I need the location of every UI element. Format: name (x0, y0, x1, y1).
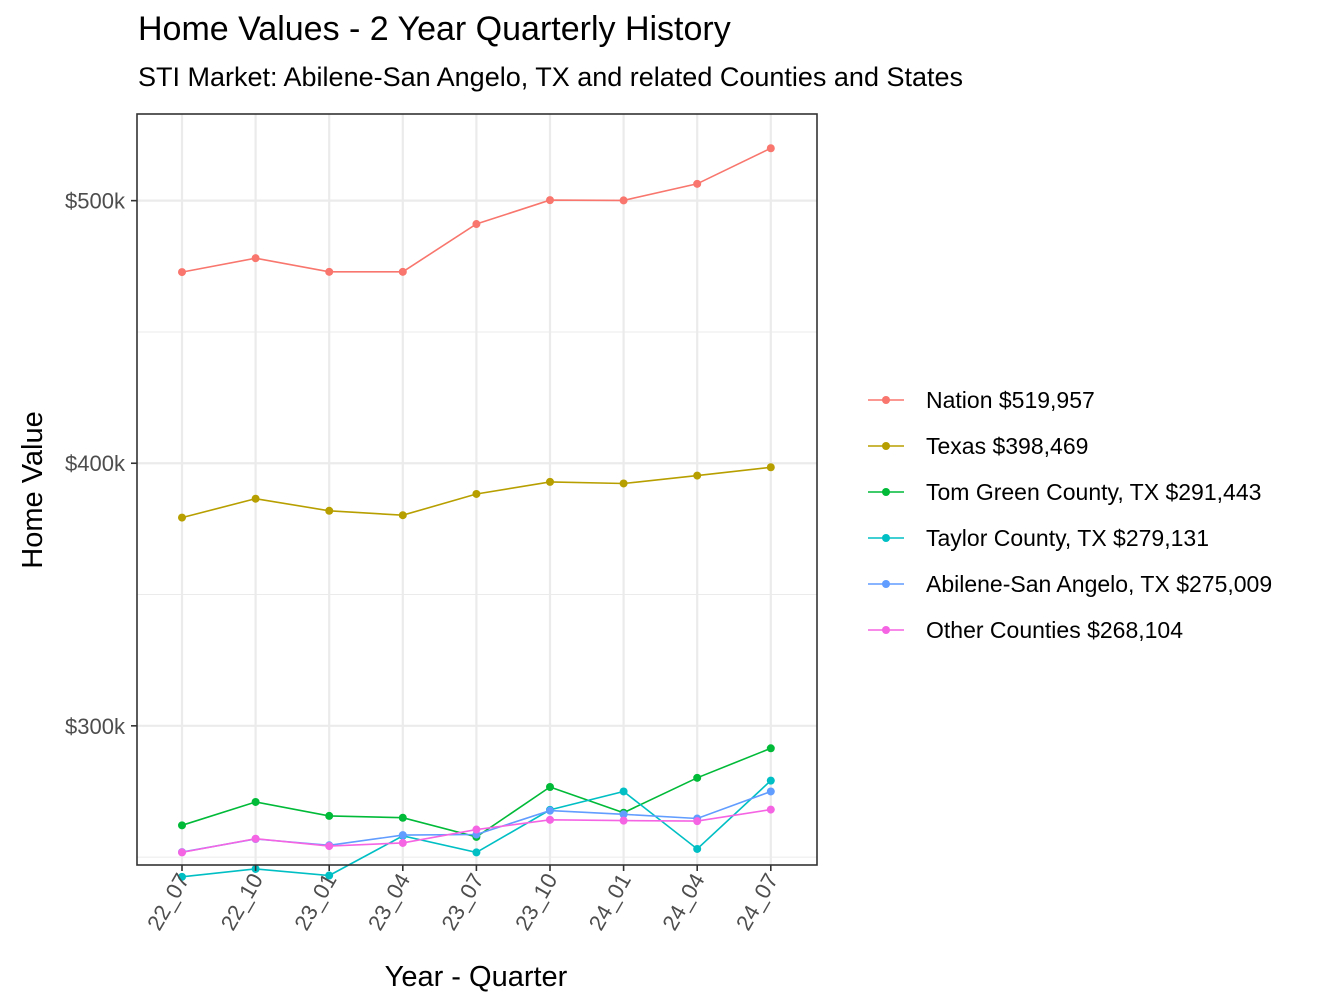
data-point (325, 506, 334, 515)
x-tick-label: 23_10 (510, 869, 562, 934)
x-tick-label: 23_07 (436, 869, 488, 934)
legend-key-point (882, 442, 890, 450)
legend-key-point (882, 534, 890, 542)
legend-label: Abilene-San Angelo, TX $275,009 (926, 571, 1272, 597)
legend-label: Taylor County, TX $279,131 (926, 525, 1209, 551)
data-point (693, 817, 702, 826)
x-tick-label: 24_07 (731, 869, 783, 934)
data-point (766, 776, 775, 785)
legend-item: Other Counties $268,104 (868, 617, 1183, 643)
data-point (251, 254, 260, 263)
data-point (546, 477, 554, 486)
series-1 (178, 463, 775, 522)
legend-item: Abilene-San Angelo, TX $275,009 (868, 571, 1272, 597)
y-tick-label: $500k (65, 189, 126, 214)
data-point (766, 744, 775, 753)
data-point (472, 825, 481, 834)
data-point (472, 489, 481, 498)
data-point (398, 267, 407, 276)
chart-title: Home Values - 2 Year Quarterly History (138, 10, 731, 48)
data-point (766, 805, 775, 814)
y-axis-title: Home Value (17, 411, 49, 568)
legend-key-point (882, 580, 890, 588)
data-point (619, 816, 628, 825)
legend-label: Nation $519,957 (926, 387, 1095, 413)
data-point (472, 220, 481, 229)
x-tick-label: 23_04 (363, 869, 415, 934)
legend-key-point (882, 626, 890, 634)
data-point (325, 811, 334, 820)
y-tick-label: $300k (65, 714, 126, 739)
data-point (619, 810, 628, 819)
series-3 (178, 776, 775, 881)
legend-item: Taylor County, TX $279,131 (868, 525, 1209, 551)
data-point (619, 787, 628, 796)
data-point (325, 871, 334, 880)
legend-key-point (882, 396, 890, 404)
data-point (619, 196, 628, 205)
legend-item: Tom Green County, TX $291,443 (868, 479, 1261, 505)
data-point (325, 842, 334, 851)
x-tick-label: 24_01 (584, 869, 636, 934)
legend-label: Other Counties $268,104 (926, 617, 1183, 643)
data-point (546, 806, 554, 815)
chart-subtitle: STI Market: Abilene-San Angelo, TX and r… (138, 62, 964, 92)
x-tick-label: 22_10 (216, 869, 268, 934)
data-point (766, 144, 775, 153)
data-point (178, 872, 186, 881)
data-point (178, 848, 186, 857)
data-point (546, 783, 554, 792)
series-0 (178, 144, 775, 277)
data-point (178, 268, 186, 277)
data-point (398, 511, 407, 520)
data-point (398, 813, 407, 822)
legend-label: Tom Green County, TX $291,443 (926, 479, 1261, 505)
data-point (693, 471, 702, 480)
data-point (693, 179, 702, 188)
data-point (251, 834, 260, 843)
data-point (619, 479, 628, 488)
data-point (472, 848, 481, 857)
series-layer (178, 144, 775, 881)
data-point (766, 463, 775, 472)
data-point (693, 844, 702, 853)
x-tick-label: 23_01 (289, 869, 341, 934)
data-point (251, 797, 260, 806)
data-point (546, 815, 554, 824)
legend-item: Texas $398,469 (868, 433, 1088, 459)
y-tick-label: $400k (65, 451, 126, 476)
data-point (693, 773, 702, 782)
legend: Nation $519,957 Texas $398,469 Tom Green C… (868, 387, 1272, 643)
data-point (398, 838, 407, 847)
data-point (325, 267, 334, 276)
legend-item: Nation $519,957 (868, 387, 1095, 413)
legend-label: Texas $398,469 (926, 433, 1088, 459)
legend-key-point (882, 488, 890, 496)
data-point (398, 831, 407, 840)
grid-layer (137, 114, 817, 865)
x-tick-label: 24_04 (657, 869, 709, 934)
data-point (178, 821, 186, 830)
data-point (766, 787, 775, 796)
series-5 (178, 805, 775, 857)
data-point (178, 513, 186, 522)
data-point (251, 494, 260, 503)
x-axis-title: Year - Quarter (385, 961, 568, 993)
x-tick-label: 22_07 (142, 869, 194, 934)
data-point (546, 196, 554, 205)
